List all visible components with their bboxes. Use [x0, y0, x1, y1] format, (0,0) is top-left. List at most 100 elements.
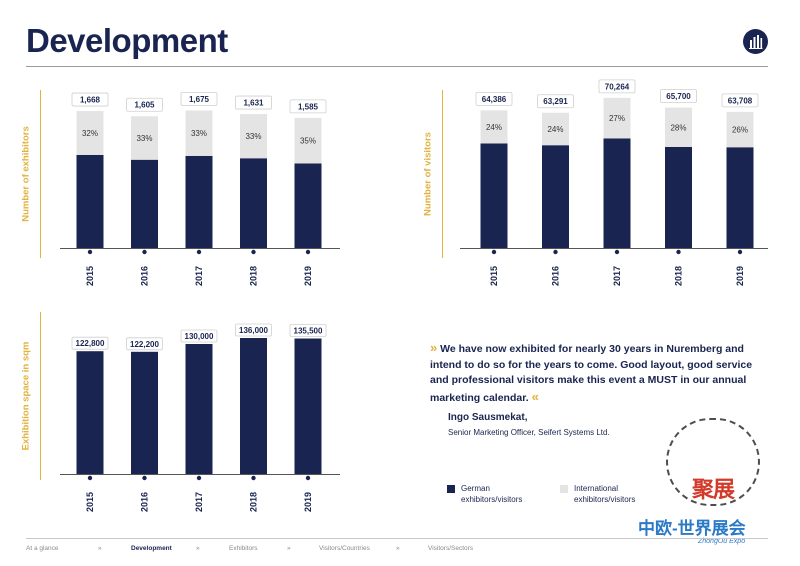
tick-label: 2015: [85, 492, 95, 512]
quote-text-block: » We have now exhibited for nearly 30 ye…: [430, 340, 760, 406]
axis-accent-line: [442, 90, 443, 258]
quote-open-mark: »: [430, 340, 438, 355]
value-label-box: [289, 324, 327, 337]
bar-space: [240, 338, 267, 474]
tick-label: 2018: [249, 266, 259, 286]
exhibitors-axis-title-wrap: Number of exhibitors: [21, 90, 42, 258]
bar-german: [665, 146, 692, 248]
tick-label: 2018: [674, 266, 684, 286]
bar-international: [726, 111, 754, 148]
tick-dot: [196, 475, 202, 481]
total-label-box: [537, 94, 574, 109]
bar-german: [240, 158, 267, 248]
bar-international: [542, 112, 569, 146]
total-label: 1,675: [189, 95, 210, 104]
bar-german: [294, 163, 322, 248]
space-axis-title-wrap: Exhibition space in sqm: [21, 312, 42, 480]
bar-german: [542, 145, 569, 248]
testimonial-quote: » We have now exhibited for nearly 30 ye…: [430, 340, 760, 406]
value-label: 122,800: [76, 339, 105, 348]
quote-author-role: Senior Marketing Officer, Seifert System…: [448, 428, 610, 437]
bar-space: [131, 351, 158, 474]
total-label: 64,386: [482, 95, 507, 104]
tick-label: 2019: [303, 492, 313, 512]
footer-divider: [26, 538, 768, 539]
footer-link-visitors-countries[interactable]: Visitors/Countries: [319, 545, 370, 552]
value-label-box: [126, 337, 163, 351]
tick-dot: [553, 249, 558, 255]
tick-label: 2016: [140, 266, 150, 286]
share-label: 35%: [300, 137, 316, 146]
visitors-chart: 24% 64,386 2015 24% 63,291 2016 27% 70,264 2017 2…: [460, 79, 768, 286]
bar-international: [603, 97, 631, 139]
share-label: 33%: [191, 129, 207, 138]
legend-swatch-international: [560, 485, 568, 493]
footer-separator: »: [98, 545, 102, 552]
footer-link-visitors-sectors[interactable]: Visitors/Sectors: [428, 545, 474, 552]
footer-link-at-a-glance[interactable]: At a glance: [26, 545, 59, 552]
tick-dot: [305, 249, 311, 255]
bar-german: [726, 147, 754, 248]
share-label: 24%: [486, 123, 502, 132]
total-label-box: [289, 99, 327, 114]
tick-dot: [251, 475, 256, 481]
footer-link-exhibitors[interactable]: Exhibitors: [229, 545, 258, 552]
total-label-box: [126, 97, 163, 112]
value-label: 122,200: [130, 340, 159, 349]
bar-german: [480, 143, 508, 248]
axis-accent-line: [40, 90, 41, 258]
tick-label: 2016: [140, 492, 150, 512]
tick-label: 2017: [612, 266, 622, 286]
footer-link-development[interactable]: Development: [131, 545, 172, 552]
tick-dot: [196, 249, 202, 255]
tick-dot: [87, 249, 93, 255]
tick-dot: [251, 249, 256, 255]
value-label: 135,500: [294, 327, 323, 336]
total-label: 63,708: [728, 96, 753, 105]
bar-international: [294, 117, 322, 164]
watermark-top-text: 聚展: [692, 477, 735, 502]
tick-dot: [614, 249, 620, 255]
tick-label: 2019: [735, 266, 745, 286]
bar-space: [185, 344, 213, 474]
share-label: 33%: [245, 132, 261, 141]
total-label: 1,668: [80, 96, 101, 105]
value-label: 136,000: [239, 326, 268, 335]
tick-label: 2018: [249, 492, 259, 512]
value-label-box: [180, 329, 218, 343]
tick-dot: [305, 475, 311, 481]
watermark-main-text: 中欧-世界展会: [638, 519, 746, 538]
legend-label-international: International exhibitors/visitors: [574, 484, 636, 504]
bar-space: [76, 351, 104, 474]
bar-german: [603, 138, 631, 248]
axis-accent-line: [40, 312, 41, 480]
watermark-stamp: 聚展 中欧-世界展会 ZhongOu Expo: [636, 418, 788, 560]
value-label-box: [71, 336, 109, 350]
quote-close-mark: «: [531, 388, 539, 404]
exhibitors-axis-title: Number of exhibitors: [20, 126, 32, 222]
total-label-box: [475, 92, 513, 106]
bar-international: [76, 111, 104, 155]
total-label: 1,605: [134, 101, 155, 110]
tick-label: 2015: [85, 266, 95, 286]
bar-international: [240, 114, 267, 159]
legend-swatch-german: [447, 485, 455, 493]
tick-label: 2015: [489, 266, 499, 286]
value-label-box: [235, 323, 272, 337]
tick-dot: [142, 249, 147, 255]
tick-label: 2017: [194, 266, 204, 286]
share-label: 27%: [609, 114, 625, 123]
total-label: 1,585: [298, 102, 319, 111]
bar-german: [131, 159, 158, 248]
total-label-box: [660, 89, 697, 103]
total-label-box: [71, 92, 109, 107]
bar-international: [665, 107, 692, 147]
tick-label: 2017: [194, 492, 204, 512]
space-axis-title: Exhibition space in sqm: [20, 341, 32, 451]
footer-separator: »: [196, 545, 200, 552]
quote-text: We have now exhibited for nearly 30 year…: [430, 343, 753, 404]
qr-code-icon: [666, 418, 760, 506]
bar-space: [294, 338, 322, 474]
visitors-axis-title-wrap: Number of visitors: [423, 90, 444, 258]
share-label: 24%: [547, 125, 563, 134]
